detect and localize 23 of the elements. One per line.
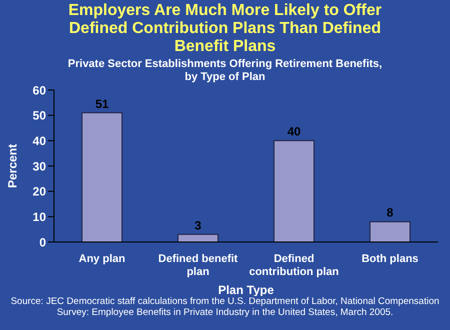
data-label: 40 — [287, 124, 301, 139]
bar — [274, 140, 314, 242]
bar — [178, 234, 218, 242]
y-tick-label: 50 — [32, 108, 46, 123]
x-tick-label: Any plan — [78, 253, 126, 265]
source-note: Source: JEC Democratic staff calculations from the U.S. Department of Labor, National Compensation Survey: Employee Benefits in Private Industry in the United States, March 2005. — [10, 296, 440, 318]
y-tick-label: 0 — [39, 235, 46, 250]
y-tick-label: 60 — [32, 83, 46, 98]
y-axis-title: Percent — [5, 144, 20, 188]
chart-title: Employers Are Much More Likely to Offer Defined Contribution Plans Than Defined Benefit Plans — [67, 1, 383, 56]
data-label: 3 — [194, 218, 202, 232]
bar — [82, 112, 122, 242]
y-tick-label: 30 — [32, 159, 46, 174]
chart-subtitle: Private Sector Establishments Offering Retirement Benefits, by Type of Plan — [66, 57, 384, 84]
data-label: 8 — [386, 206, 394, 220]
x-tick-label: Both plans — [362, 253, 418, 265]
x-tick-label: Defined benefit plan — [158, 253, 238, 278]
y-tick-label: 40 — [32, 134, 46, 148]
bar — [370, 221, 410, 242]
y-tick-label: 20 — [32, 184, 46, 199]
y-tick-label: 10 — [32, 210, 46, 224]
data-label: 51 — [95, 96, 109, 111]
x-tick-label: Defined contribution plan — [249, 253, 340, 278]
